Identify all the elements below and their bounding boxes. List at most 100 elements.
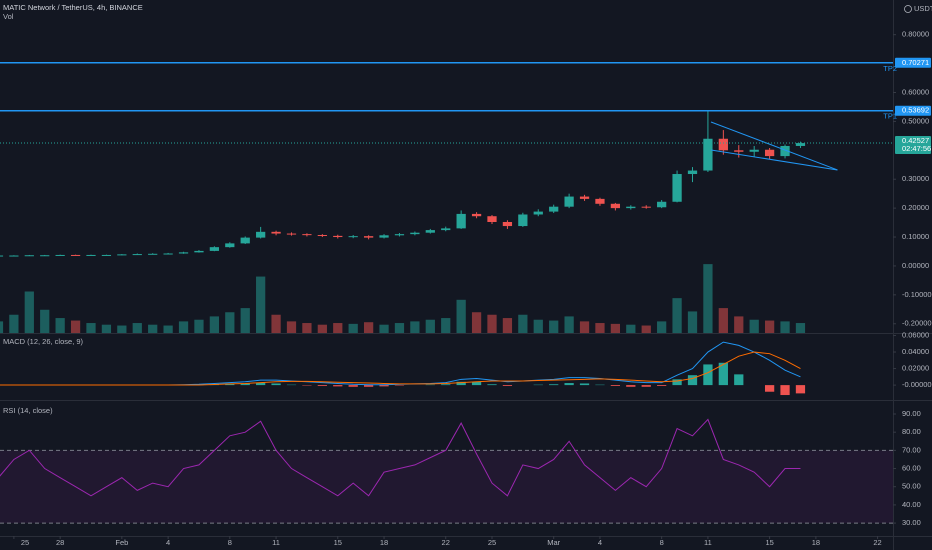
x-tick-label: 11 bbox=[704, 538, 712, 547]
candle-body bbox=[286, 233, 297, 235]
macd-histogram-bar bbox=[795, 385, 806, 394]
volume-bar bbox=[379, 324, 389, 333]
target-name: TP1 bbox=[883, 112, 897, 121]
candle-body bbox=[749, 149, 759, 152]
volume-bar bbox=[101, 324, 112, 333]
macd-histogram-bar bbox=[471, 381, 482, 386]
y-tick-label: -0.20000 bbox=[902, 319, 932, 328]
macd-histogram-bar bbox=[225, 383, 235, 386]
volume-bar bbox=[40, 309, 50, 333]
macd-line bbox=[0, 341, 801, 386]
macd-histogram-bar bbox=[764, 385, 775, 392]
candle-body bbox=[40, 255, 50, 257]
candle-body bbox=[518, 214, 528, 227]
volume-bar bbox=[780, 321, 790, 333]
y-tick-label: -0.00000 bbox=[902, 380, 932, 389]
candle-body bbox=[549, 206, 559, 212]
candle-body bbox=[302, 234, 312, 236]
currency[interactable]: USDT bbox=[914, 4, 932, 13]
trendline bbox=[710, 121, 838, 171]
macd-histogram-bar bbox=[256, 382, 266, 386]
candle-body bbox=[595, 198, 605, 204]
y-tick-label: 0.04000 bbox=[902, 347, 929, 356]
candle-body bbox=[564, 196, 574, 207]
candle-body bbox=[194, 250, 204, 253]
candle-body bbox=[410, 232, 420, 235]
volume-bar bbox=[209, 316, 220, 333]
y-tick-label: 70.00 bbox=[902, 445, 921, 454]
x-tick-label: 8 bbox=[660, 538, 664, 547]
macd-histogram-bar bbox=[734, 374, 744, 386]
candle-body bbox=[687, 170, 698, 175]
x-tick-label: 15 bbox=[765, 538, 773, 547]
volume-bar bbox=[441, 318, 451, 333]
volume-bar bbox=[240, 308, 250, 333]
y-tick-label: 0.60000 bbox=[902, 87, 929, 96]
candle-body bbox=[533, 211, 543, 215]
candle-body bbox=[148, 253, 158, 255]
y-tick-label: 50.00 bbox=[902, 482, 921, 491]
candle-body bbox=[764, 149, 775, 157]
macd-histogram-bar bbox=[456, 381, 466, 386]
volume-bar bbox=[533, 319, 543, 333]
last-price-box bbox=[895, 136, 931, 155]
chart-title: MATIC Network / TetherUS, 4h, BINANCE bbox=[3, 3, 143, 12]
macd-histogram-bar bbox=[487, 384, 497, 386]
volume-bar bbox=[256, 276, 266, 333]
volume-bar bbox=[795, 323, 806, 333]
candle-body bbox=[456, 213, 466, 229]
candle-body bbox=[441, 228, 451, 231]
macd-histogram-bar bbox=[780, 385, 790, 396]
volume-bar bbox=[672, 298, 682, 333]
target-price-box bbox=[895, 105, 931, 116]
candle-body bbox=[641, 206, 651, 208]
candle-body bbox=[502, 222, 513, 227]
y-tick-label: 90.00 bbox=[902, 409, 921, 418]
candle-body bbox=[780, 145, 790, 157]
x-tick-label: 18 bbox=[812, 538, 820, 547]
volume-bar bbox=[286, 321, 297, 333]
x-tick-label: 22 bbox=[442, 538, 450, 547]
volume-bar bbox=[86, 323, 96, 333]
currency-icon[interactable] bbox=[904, 5, 912, 13]
volume-bar bbox=[194, 319, 204, 333]
x-tick-label: 15 bbox=[334, 538, 342, 547]
macd-histogram-bar bbox=[363, 385, 374, 387]
volume-bar bbox=[718, 308, 728, 333]
volume-bar bbox=[394, 323, 405, 333]
candle-body bbox=[9, 255, 19, 257]
volume-bar bbox=[163, 325, 173, 333]
candle-body bbox=[271, 231, 281, 234]
candle-body bbox=[256, 231, 266, 238]
candle-body bbox=[425, 230, 435, 233]
volume-bar bbox=[626, 324, 636, 333]
candle-body bbox=[163, 253, 173, 255]
candle-body bbox=[795, 143, 806, 146]
macd-histogram-bar bbox=[240, 383, 250, 386]
candle-body bbox=[317, 235, 327, 237]
volume-bar bbox=[425, 319, 435, 333]
y-tick-label: 0.10000 bbox=[902, 232, 929, 241]
candle-body bbox=[0, 255, 4, 257]
macd-histogram-bar bbox=[672, 379, 682, 386]
candle-body bbox=[579, 196, 590, 199]
volume-bar bbox=[595, 323, 605, 333]
candle-body bbox=[333, 235, 343, 238]
x-tick-label: 4 bbox=[598, 538, 602, 547]
candle-body bbox=[101, 254, 112, 256]
last-price: 0.42527 bbox=[902, 136, 929, 145]
candle-body bbox=[348, 236, 358, 238]
candle-body bbox=[70, 254, 81, 256]
y-tick-label: 0.06000 bbox=[902, 330, 929, 339]
volume-bar bbox=[657, 321, 667, 333]
volume-bar bbox=[363, 322, 374, 333]
volume-bar bbox=[641, 325, 651, 333]
volume-bar bbox=[687, 311, 698, 333]
candle-body bbox=[672, 174, 682, 202]
rsi-title: RSI (14, close) bbox=[3, 406, 53, 415]
volume-bar bbox=[9, 314, 19, 333]
x-tick-label: 8 bbox=[228, 538, 232, 547]
candle-body bbox=[471, 213, 482, 217]
